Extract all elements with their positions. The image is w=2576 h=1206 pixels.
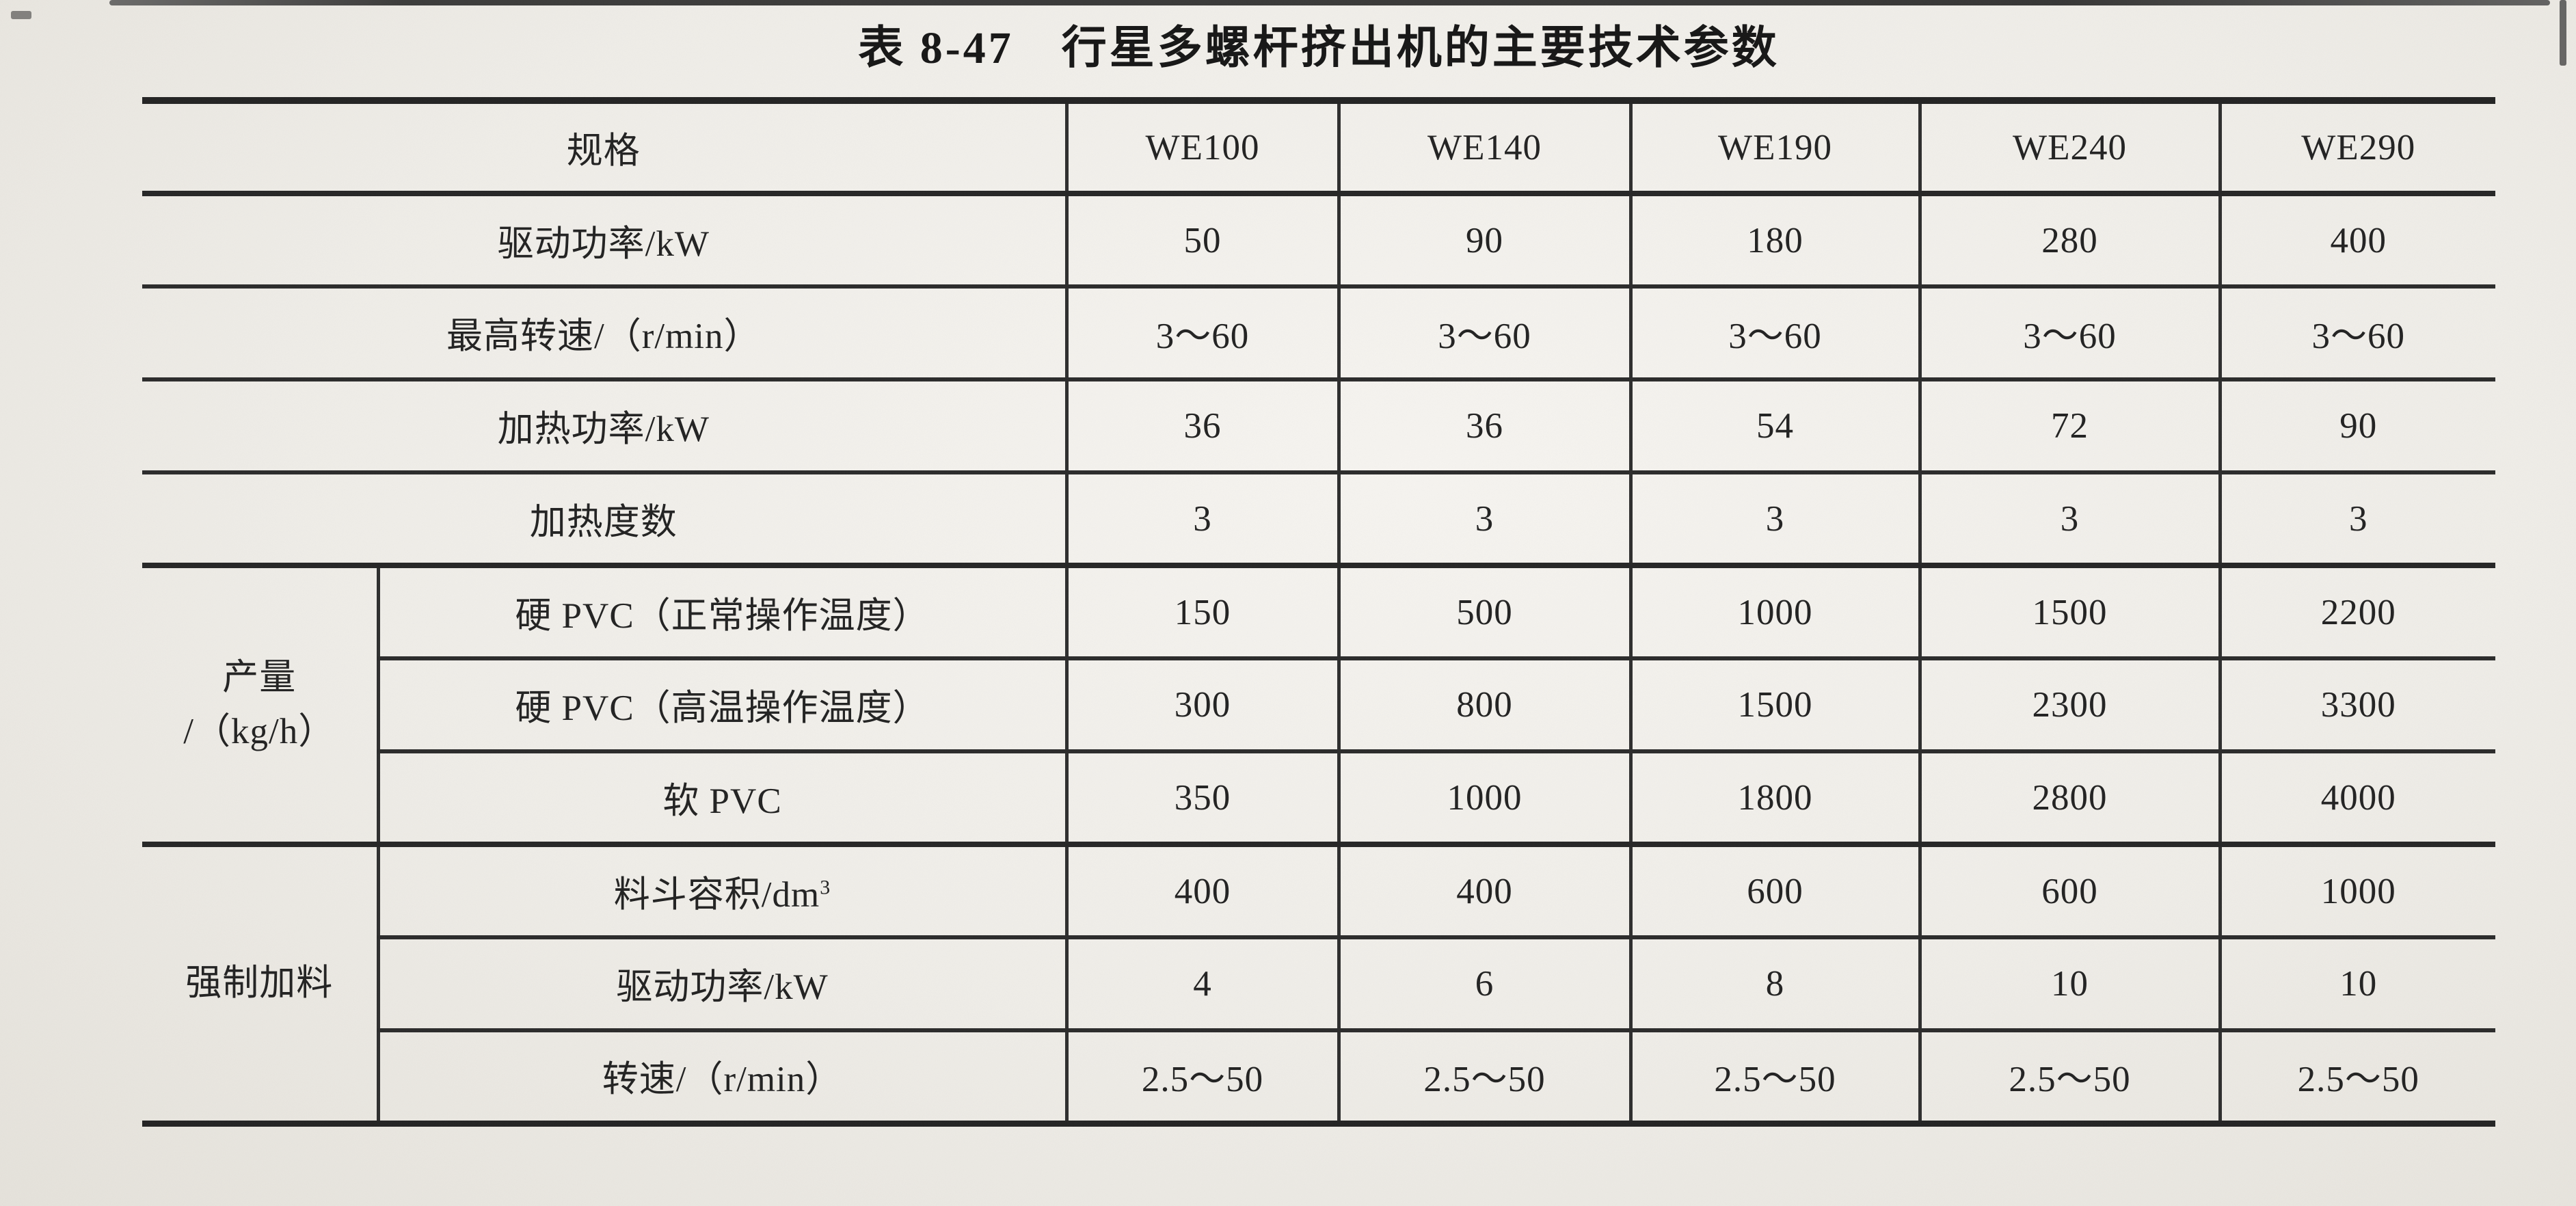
value-cell: 3～60 [2218,286,2495,379]
value-cell: 90 [2218,379,2495,472]
value-cell: 10 [2218,937,2495,1030]
scan-artifact-right-edge [2560,0,2566,66]
value-cell: 4000 [2218,751,2495,844]
row-label: 驱动功率/kW [497,224,710,264]
model-header: WE190 [1628,100,1920,193]
value-cell: 400 [1337,844,1631,937]
scan-artifact-top-edge [109,0,2550,5]
value-cell: 3 [2218,472,2495,565]
sub-row-label-text: 料斗容积/dm [613,874,820,915]
value-cell: 2300 [1918,658,2220,751]
value-cell: 3～60 [1337,286,1631,379]
table-row-header: 规格 WE100 WE140 WE190 WE240 WE290 [142,100,2495,193]
value-cell: 3 [1918,472,2220,565]
value-cell: 280 [1918,193,2220,286]
sub-row-label: 料斗容积/dm3 [376,844,1066,937]
value-cell: 2.5～50 [2218,1030,2495,1123]
table-title: 表 8-47 行星多螺杆挤出机的主要技术参数 [858,23,1780,73]
value-cell: 3～60 [1064,286,1339,379]
table-row: 软 PVC 350 1000 1800 2800 4000 [142,751,2495,844]
value-cell: 6 [1337,937,1631,1030]
value-cell: 3300 [2218,658,2495,751]
scan-artifact-corner-mark [11,11,31,19]
table-row: 加热功率/kW 36 36 54 72 90 [142,379,2495,472]
value-cell: 600 [1918,844,2220,937]
value-cell: 500 [1337,565,1631,658]
value-cell: 2200 [2218,565,2495,658]
model-header: WE240 [1918,100,2220,193]
value-cell: 300 [1064,658,1339,751]
value-cell: 2.5～50 [1628,1030,1920,1123]
table-row: 转速/（r/min） 2.5～50 2.5～50 2.5～50 2.5～50 2… [142,1030,2495,1123]
row-label: 加热功率/kW [497,410,710,449]
group-label-line: 产量 [222,657,297,697]
group-label-line: /（kg/h） [183,712,336,751]
value-cell: 10 [1918,937,2220,1030]
header-spec-label: 规格 [566,131,641,171]
spec-table: 规格 WE100 WE140 WE190 WE240 WE290 驱动功率/kW… [142,97,2495,1127]
value-cell: 350 [1064,751,1339,844]
value-cell: 3～60 [1628,286,1920,379]
row-label: 加热度数 [529,502,677,542]
value-cell: 800 [1337,658,1631,751]
value-cell: 400 [1064,844,1339,937]
sub-row-label: 软 PVC [376,751,1066,844]
table-row: 驱动功率/kW 4 6 8 10 10 [142,937,2495,1030]
value-cell: 400 [2218,193,2495,286]
value-cell: 36 [1064,379,1339,472]
value-cell: 72 [1918,379,2220,472]
table-row: 最高转速/（r/min） 3～60 3～60 3～60 3～60 3～60 [142,286,2495,379]
group-label-output: 产量 /（kg/h） [142,565,378,844]
value-cell: 3～60 [1918,286,2220,379]
model-header: WE100 [1064,100,1339,193]
value-cell: 3 [1628,472,1920,565]
sub-row-label: 转速/（r/min） [376,1030,1066,1123]
table-row: 产量 /（kg/h） 硬 PVC（正常操作温度） 150 500 1000 15… [142,565,2495,751]
value-cell: 2.5～50 [1064,1030,1339,1123]
model-header: WE290 [2218,100,2495,193]
value-cell: 2800 [1918,751,2220,844]
group-label-line: 强制加料 [185,963,334,1003]
value-cell: 2.5～50 [1918,1030,2220,1123]
model-header: WE140 [1337,100,1631,193]
value-cell: 600 [1628,844,1920,937]
table-row: 驱动功率/kW 50 90 180 280 400 [142,193,2495,286]
value-cell: 1000 [2218,844,2495,937]
sub-row-label-sup: 3 [820,875,831,898]
value-cell: 36 [1337,379,1631,472]
value-cell: 3 [1337,472,1631,565]
sub-row-label: 硬 PVC（正常操作温度） [376,565,1066,658]
value-cell: 3 [1064,472,1339,565]
value-cell: 1800 [1628,751,1920,844]
value-cell: 4 [1064,937,1339,1030]
value-cell: 1500 [1628,658,1920,751]
value-cell: 50 [1064,193,1339,286]
value-cell: 1500 [1918,565,2220,658]
value-cell: 180 [1628,193,1920,286]
value-cell: 90 [1337,193,1631,286]
row-label: 最高转速/（r/min） [446,317,761,356]
value-cell: 150 [1064,565,1339,658]
table-row: 硬 PVC（高温操作温度） 300 800 1500 2300 3300 [142,658,2495,751]
value-cell: 1000 [1337,751,1631,844]
sub-row-label: 硬 PVC（高温操作温度） [376,658,1066,751]
group-label-forced-feed: 强制加料 [142,844,378,1123]
sub-row-label: 驱动功率/kW [376,937,1066,1030]
value-cell: 2.5～50 [1337,1030,1631,1123]
value-cell: 54 [1628,379,1920,472]
value-cell: 8 [1628,937,1920,1030]
table-row: 加热度数 3 3 3 3 3 [142,472,2495,565]
table-row: 强制加料 料斗容积/dm3 400 400 600 600 1000 [142,844,2495,1003]
value-cell: 1000 [1628,565,1920,658]
